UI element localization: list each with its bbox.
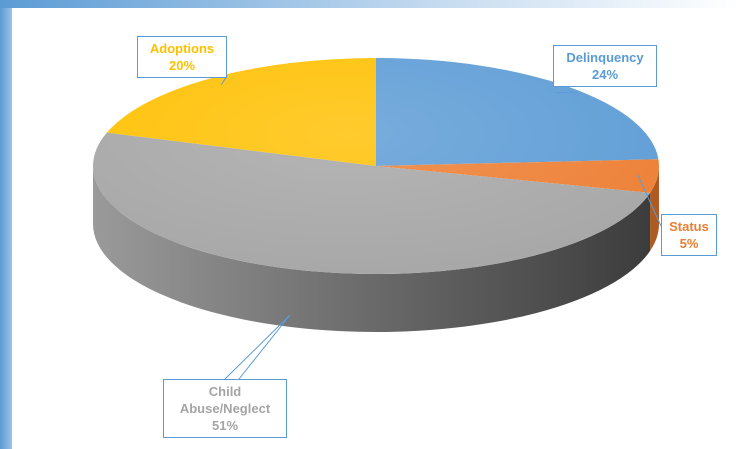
data-label-child-name-line2: Abuse/Neglect (179, 401, 271, 416)
data-label-adoptions: Adoptions 20% (137, 36, 227, 78)
data-label-child-abuse-neglect: Child Abuse/Neglect 51% (163, 379, 287, 438)
leader-line-delinquency (556, 91, 579, 94)
frame-left-edge (0, 0, 12, 449)
data-label-status: Status 5% (661, 214, 717, 256)
leader-line-child-abuse-neglect (224, 314, 291, 380)
leader-line-status (637, 175, 662, 227)
data-label-delinquency: Delinquency 24% (553, 45, 657, 87)
leader-line-child-abuse-neglect-edge (238, 314, 291, 380)
data-label-adoptions-value: 20% (168, 58, 196, 73)
pie-side-child-abuse-neglect (92, 166, 651, 332)
data-label-child-name-line1: Child (208, 384, 242, 399)
data-label-delinquency-value: 24% (591, 67, 619, 82)
data-label-child-value: 51% (211, 418, 239, 433)
data-label-adoptions-name: Adoptions (149, 41, 215, 56)
data-label-status-name: Status (669, 219, 709, 234)
data-label-status-value: 5% (679, 236, 699, 251)
frame-top-edge (0, 0, 739, 8)
data-label-delinquency-name: Delinquency (566, 50, 644, 65)
